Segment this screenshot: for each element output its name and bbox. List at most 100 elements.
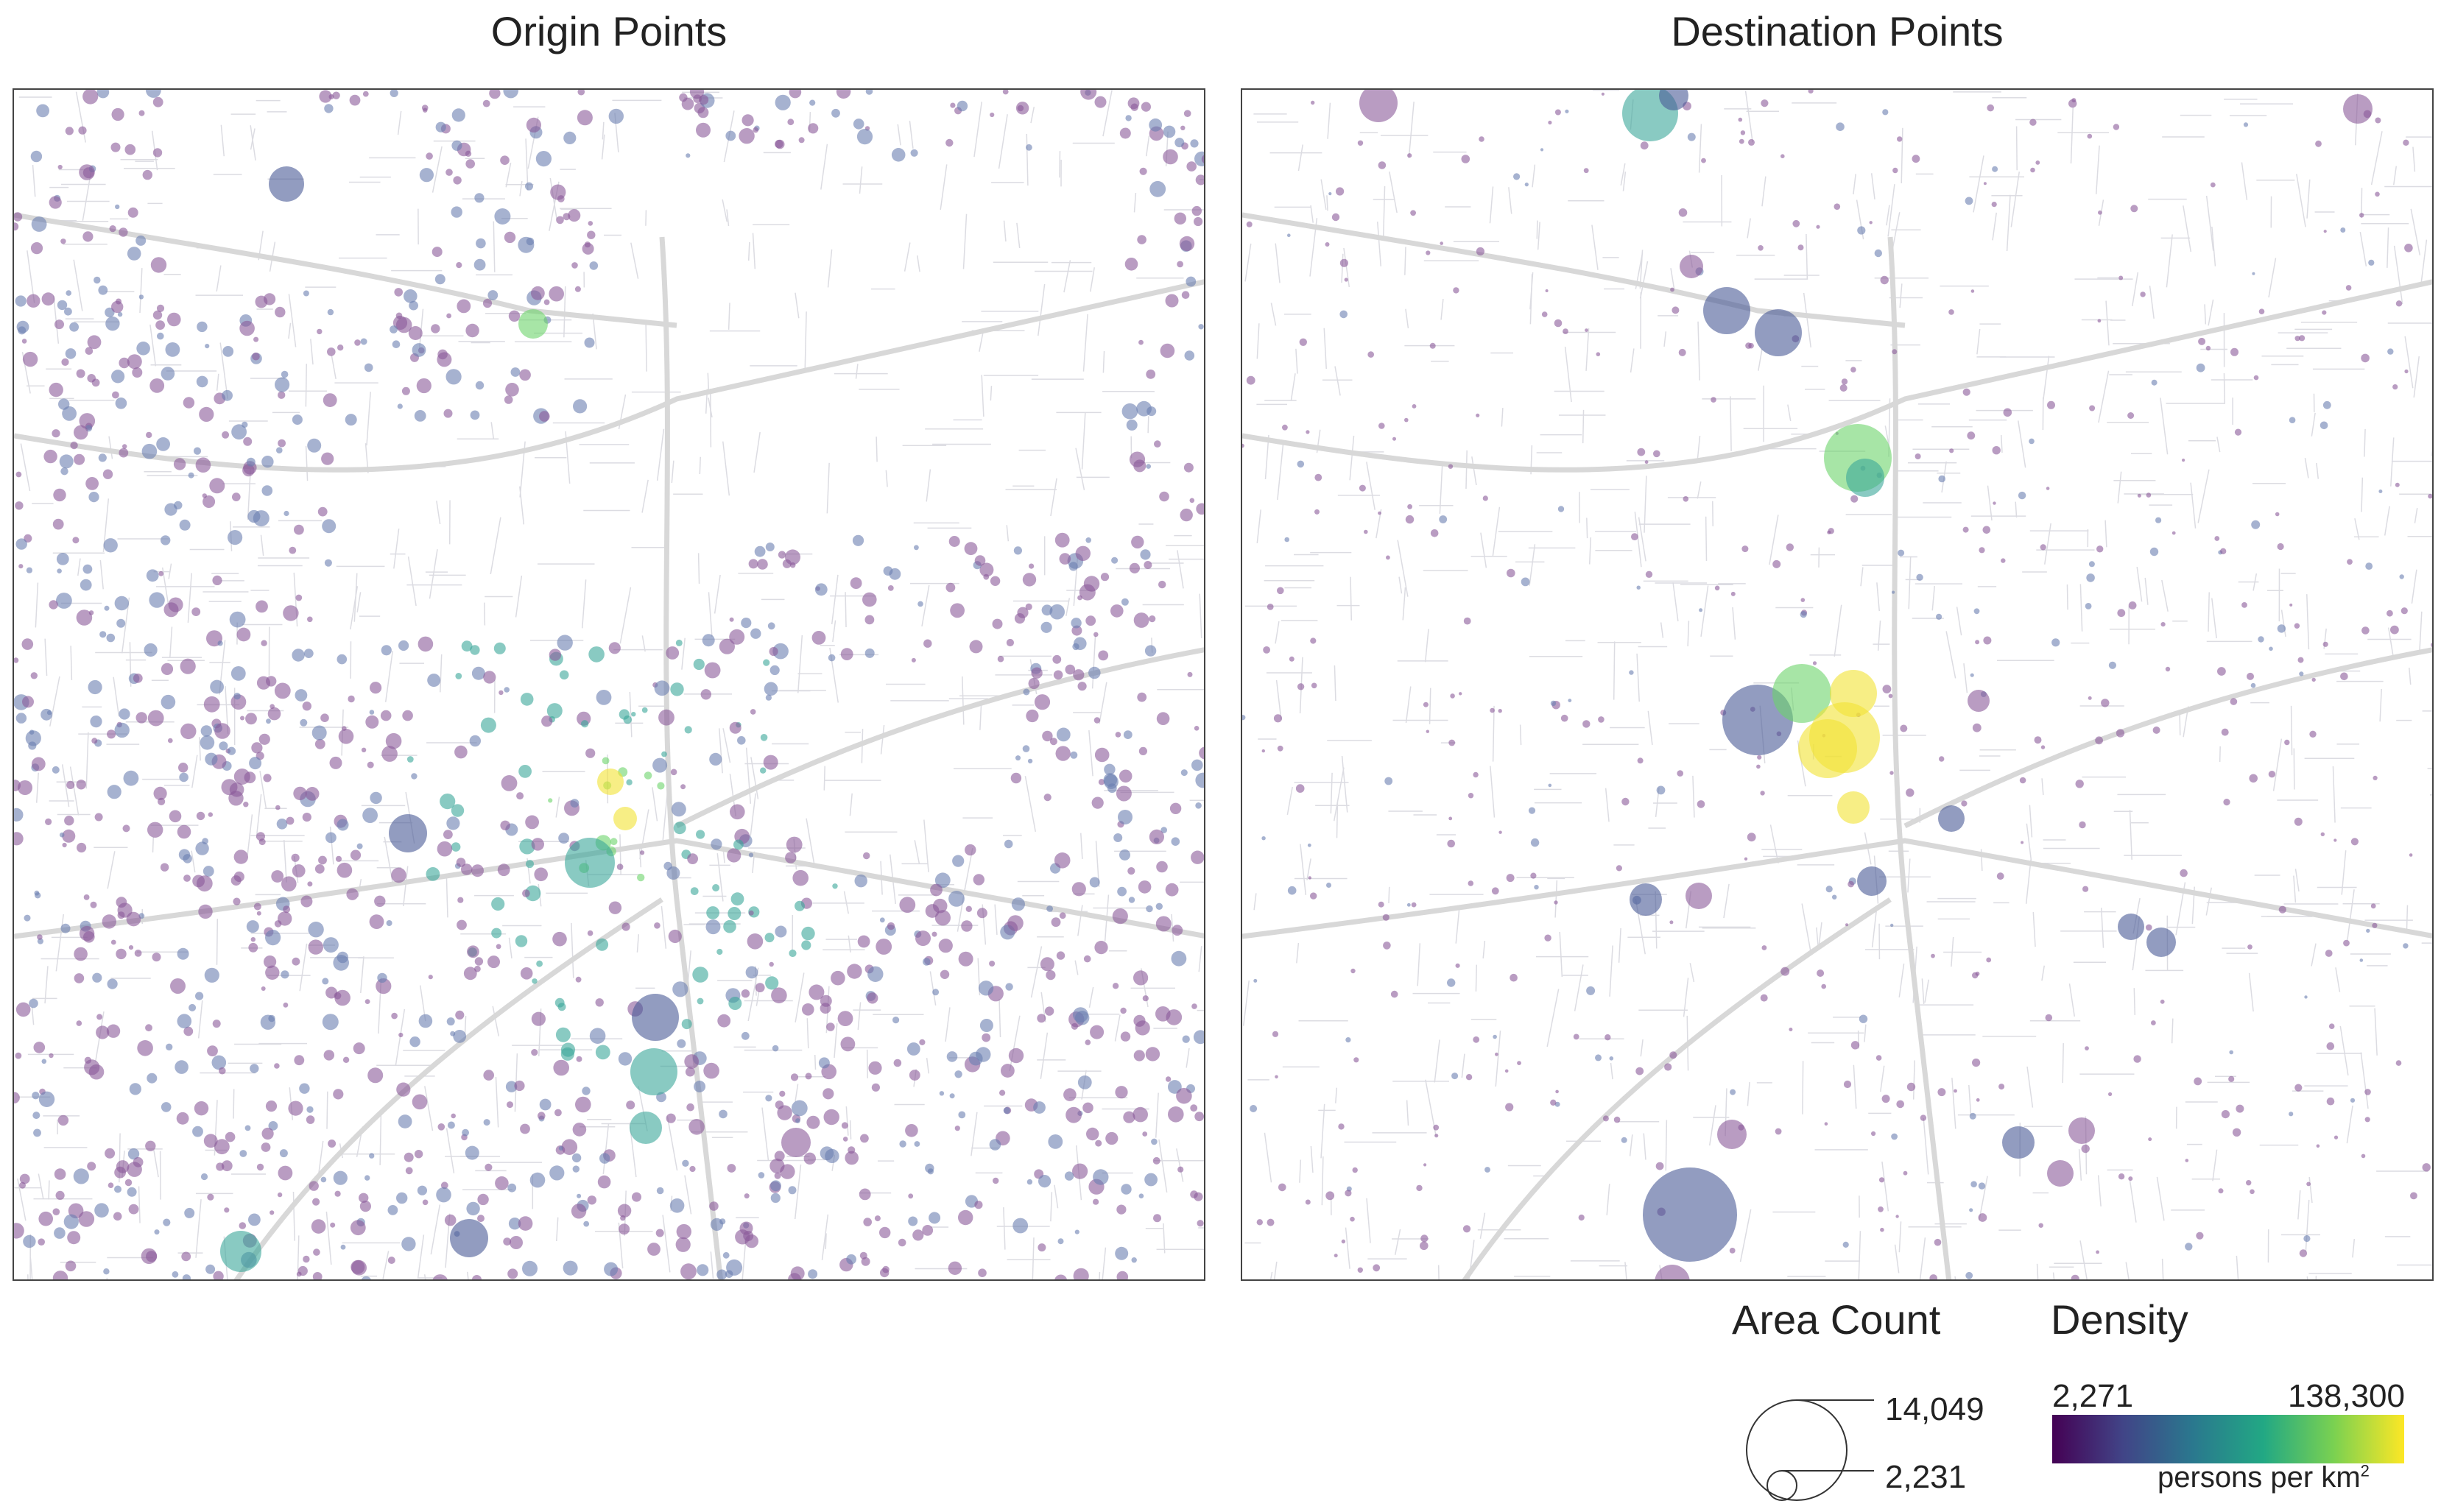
origin-bubble[interactable] — [82, 231, 94, 242]
origin-bubble[interactable] — [1048, 1134, 1063, 1149]
origin-bubble[interactable] — [31, 216, 47, 232]
origin-bubble[interactable] — [548, 798, 553, 803]
origin-bubble[interactable] — [107, 729, 116, 739]
origin-bubble[interactable] — [192, 875, 205, 888]
destination-bubble[interactable] — [2128, 601, 2137, 610]
origin-bubble[interactable] — [656, 1187, 664, 1195]
origin-bubble[interactable] — [1026, 1179, 1033, 1185]
origin-bubble[interactable] — [520, 1123, 530, 1134]
origin-bubble[interactable] — [641, 707, 648, 713]
origin-bubble[interactable] — [319, 90, 332, 103]
destination-bubble[interactable] — [1972, 723, 1982, 732]
origin-bubble[interactable] — [531, 838, 544, 851]
origin-bubble[interactable] — [577, 110, 593, 126]
origin-bubble[interactable] — [1123, 730, 1133, 739]
origin-bubble[interactable] — [281, 970, 289, 979]
origin-bubble[interactable] — [577, 1193, 582, 1198]
destination-bubble[interactable] — [2087, 133, 2093, 139]
destination-bubble[interactable] — [2098, 210, 2102, 215]
destination-bubble[interactable] — [2232, 1128, 2241, 1137]
origin-bubble[interactable] — [188, 472, 194, 478]
origin-bubble[interactable] — [456, 262, 462, 269]
destination-bubble[interactable] — [1891, 1133, 1898, 1140]
destination-bubble[interactable] — [2368, 259, 2375, 266]
origin-bubble[interactable] — [283, 1002, 289, 1008]
origin-bubble[interactable] — [402, 710, 413, 721]
origin-bubble[interactable] — [138, 110, 145, 116]
destination-bubble[interactable] — [1979, 547, 1985, 554]
origin-bubble[interactable] — [200, 725, 212, 737]
origin-bubble[interactable] — [477, 1193, 489, 1206]
destination-bubble[interactable] — [1357, 140, 1364, 146]
origin-bubble[interactable] — [525, 815, 539, 830]
origin-bubble[interactable] — [549, 286, 564, 302]
origin-bubble[interactable] — [322, 1014, 339, 1031]
origin-bubble[interactable] — [1184, 350, 1195, 361]
origin-bubble[interactable] — [1171, 950, 1187, 967]
origin-bubble[interactable] — [1138, 746, 1147, 755]
destination-bubble[interactable] — [2223, 799, 2230, 806]
destination-bubble[interactable] — [1448, 464, 1454, 469]
origin-bubble[interactable] — [978, 981, 994, 996]
origin-bubble[interactable] — [381, 645, 392, 656]
destination-bubble[interactable] — [1906, 788, 1915, 797]
origin-bubble[interactable] — [573, 399, 588, 414]
origin-bubble[interactable] — [976, 1047, 991, 1062]
destination-bubble[interactable] — [2155, 517, 2162, 523]
origin-bubble[interactable] — [1098, 779, 1105, 785]
origin-bubble[interactable] — [471, 666, 485, 680]
origin-bubble[interactable] — [1140, 549, 1151, 560]
destination-bubble[interactable] — [2040, 544, 2046, 551]
origin-bubble[interactable] — [119, 708, 130, 720]
origin-bubble[interactable] — [440, 1181, 448, 1190]
origin-bubble[interactable] — [41, 292, 55, 306]
destination-bubble[interactable] — [2387, 348, 2394, 355]
origin-bubble[interactable] — [616, 863, 624, 870]
origin-bubble[interactable] — [809, 984, 825, 1000]
origin-bubble[interactable] — [324, 104, 334, 113]
destination-bubble[interactable] — [1961, 800, 1968, 807]
origin-bubble[interactable] — [329, 756, 342, 769]
destination-bubble[interactable] — [2395, 482, 2400, 487]
origin-bubble[interactable] — [1040, 957, 1054, 972]
origin-bubble[interactable] — [470, 410, 480, 420]
origin-bubble[interactable] — [790, 1073, 799, 1081]
origin-bubble[interactable] — [437, 352, 452, 367]
origin-bubble[interactable] — [322, 519, 337, 534]
origin-bubble[interactable] — [1104, 774, 1119, 789]
origin-bubble[interactable] — [105, 317, 120, 331]
origin-bubble[interactable] — [1172, 925, 1183, 936]
origin-bubble[interactable] — [64, 307, 72, 316]
origin-bubble[interactable] — [451, 1113, 456, 1119]
destination-bubble[interactable] — [1250, 1105, 1258, 1112]
origin-bubble[interactable] — [240, 716, 244, 721]
origin-bubble[interactable] — [80, 579, 92, 591]
origin-bubble[interactable] — [233, 769, 250, 785]
origin-bubble[interactable] — [618, 1052, 633, 1066]
origin-bubble[interactable] — [1159, 491, 1169, 502]
destination-bubble[interactable] — [1976, 1098, 1980, 1102]
destination-bubble[interactable] — [1786, 543, 1794, 551]
origin-bubble[interactable] — [725, 130, 736, 141]
origin-bubble[interactable] — [225, 1131, 236, 1142]
origin-bubble[interactable] — [1127, 867, 1135, 875]
origin-bubble[interactable] — [709, 1201, 719, 1211]
origin-bubble[interactable] — [711, 838, 722, 850]
origin-bubble[interactable] — [755, 983, 765, 992]
origin-bubble[interactable] — [979, 1019, 993, 1032]
origin-bubble[interactable] — [997, 655, 1004, 663]
origin-bubble[interactable] — [948, 891, 965, 907]
origin-bubble[interactable] — [1110, 604, 1124, 618]
origin-bubble[interactable] — [74, 453, 85, 465]
origin-bubble[interactable] — [230, 666, 246, 681]
origin-bubble[interactable] — [327, 347, 336, 356]
origin-bubble[interactable] — [571, 262, 578, 269]
origin-bubble[interactable] — [256, 1163, 264, 1171]
origin-bubble[interactable] — [1165, 1076, 1172, 1082]
origin-bubble[interactable] — [739, 1221, 753, 1235]
origin-bubble[interactable] — [1015, 755, 1021, 761]
destination-bubble[interactable] — [2320, 832, 2325, 836]
origin-bubble[interactable] — [61, 358, 69, 366]
origin-bubble[interactable] — [754, 545, 766, 557]
origin-bubble[interactable] — [1085, 615, 1096, 626]
